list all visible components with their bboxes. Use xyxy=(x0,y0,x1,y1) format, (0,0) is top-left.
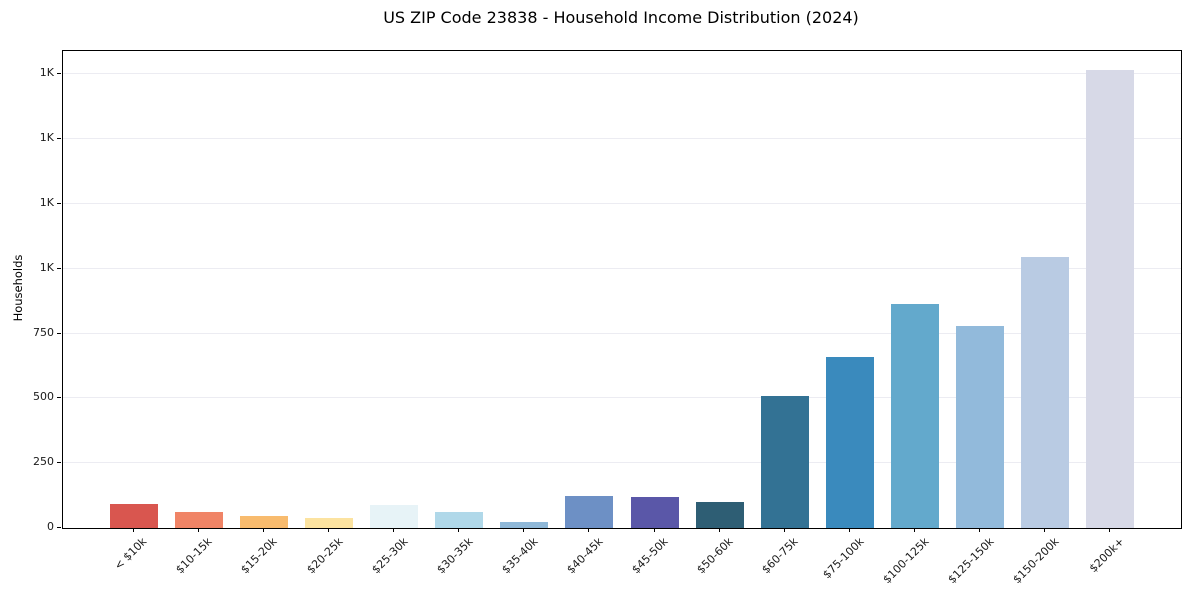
x-tick-mark xyxy=(132,528,134,532)
y-tick-label: 1K xyxy=(39,260,54,274)
x-tick-label: $15-20k xyxy=(238,535,281,577)
x-tick-mark xyxy=(848,528,850,532)
bar-35-40k xyxy=(500,521,549,528)
bar-25-30k xyxy=(370,504,419,528)
x-tick-label: $30-35k xyxy=(434,535,476,577)
bar-60-75k xyxy=(760,395,809,528)
gridline-750 xyxy=(63,332,1181,334)
y-tick-mark xyxy=(57,138,61,140)
y-tick-label: 1K xyxy=(39,131,54,145)
x-tick-label: $35-40k xyxy=(499,535,541,577)
bar-45-50k xyxy=(630,496,679,528)
bar-200k xyxy=(1086,70,1135,528)
y-tick-label: 750 xyxy=(33,325,54,339)
y-tick-mark xyxy=(57,332,61,334)
x-tick-mark xyxy=(327,528,329,532)
gridline-250 xyxy=(63,462,1181,464)
y-tick-label: 1K xyxy=(39,195,54,209)
y-tick-mark xyxy=(57,397,61,399)
gridline-1K xyxy=(63,267,1181,269)
x-tick-label: $45-50k xyxy=(629,535,671,577)
chart-title: US ZIP Code 23838 - Household Income Dis… xyxy=(383,8,859,27)
y-tick-label: 250 xyxy=(33,455,54,469)
x-tick-label: $150-200k xyxy=(1010,535,1062,587)
x-tick-mark xyxy=(783,528,785,532)
bar-40-45k xyxy=(565,495,614,528)
x-tick-label: $75-100k xyxy=(819,535,867,582)
gridline-500 xyxy=(63,397,1181,399)
x-tick-mark xyxy=(588,528,590,532)
bar-150-200k xyxy=(1021,257,1070,528)
x-tick-label: < $10k xyxy=(112,535,150,573)
plot-area xyxy=(62,50,1182,529)
x-tick-label: $125-150k xyxy=(945,535,997,587)
bar-100-125k xyxy=(891,303,940,528)
x-tick-mark xyxy=(523,528,525,532)
x-tick-label: $20-25k xyxy=(303,535,346,577)
bar-30-35k xyxy=(435,512,484,528)
x-tick-mark xyxy=(979,528,981,532)
bar-10k xyxy=(109,504,158,528)
x-tick-mark xyxy=(197,528,199,532)
gridline-1K xyxy=(63,138,1181,140)
gridline-1K xyxy=(63,73,1181,75)
x-tick-mark xyxy=(458,528,460,532)
bar-20-25k xyxy=(304,517,353,528)
y-tick-mark xyxy=(57,527,61,528)
x-tick-mark xyxy=(1044,528,1046,532)
bar-10-15k xyxy=(174,511,223,528)
y-tick-label: 1K xyxy=(39,66,54,80)
bar-50-60k xyxy=(695,502,744,528)
x-tick-mark xyxy=(1109,528,1111,532)
x-tick-mark xyxy=(393,528,395,532)
x-tick-label: $200k+ xyxy=(1086,535,1127,576)
y-tick-mark xyxy=(57,267,61,269)
x-tick-label: $50-60k xyxy=(694,535,736,577)
bar-15-20k xyxy=(239,516,288,528)
x-tick-label: $100-125k xyxy=(880,535,932,587)
y-tick-mark xyxy=(57,462,61,464)
x-tick-label: $10-15k xyxy=(173,535,215,577)
y-tick-label: 500 xyxy=(33,390,54,404)
y-tick-mark xyxy=(57,202,61,204)
y-tick-label: 0 xyxy=(47,520,54,533)
y-tick-mark xyxy=(57,73,61,75)
bar-125-150k xyxy=(956,325,1005,528)
bar-75-100k xyxy=(825,356,874,528)
gridline-1K xyxy=(63,202,1181,204)
x-tick-mark xyxy=(262,528,264,532)
x-tick-mark xyxy=(718,528,720,532)
x-tick-label: $40-45k xyxy=(564,535,606,577)
x-tick-label: $60-75k xyxy=(759,535,802,577)
x-tick-label: $25-30k xyxy=(368,535,411,577)
x-tick-mark xyxy=(653,528,655,532)
x-tick-mark xyxy=(914,528,916,532)
